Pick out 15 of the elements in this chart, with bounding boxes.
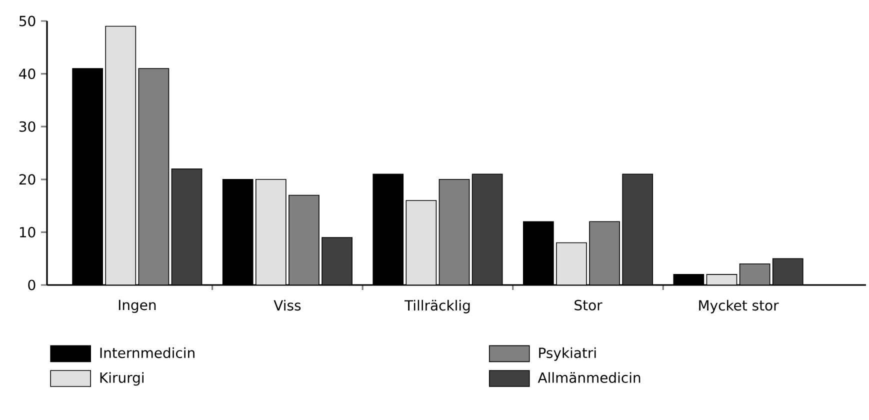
x-tick-label: Mycket stor [699, 300, 779, 314]
y-tick-label: 20 [19, 174, 36, 185]
y-tick-label: 40 [19, 68, 36, 80]
x-tick-label: Viss [274, 300, 301, 311]
y-tick-label: 10 [20, 226, 36, 238]
x-tick-label: Stor [574, 300, 602, 310]
y-tick-label: 30 [19, 121, 36, 132]
x-tick-label: Ingen [118, 300, 156, 313]
y-tick-label: 50 [19, 16, 36, 26]
legend-label: Kirurgi [100, 372, 144, 386]
x-tick-label: Tillräcklig [404, 300, 470, 314]
legend-label: Psykiatri [539, 347, 596, 361]
legend-label: Allmänmedicin [538, 372, 640, 383]
y-tick-label: 0 [28, 280, 36, 290]
legend-label: Internmedicin [100, 347, 194, 358]
